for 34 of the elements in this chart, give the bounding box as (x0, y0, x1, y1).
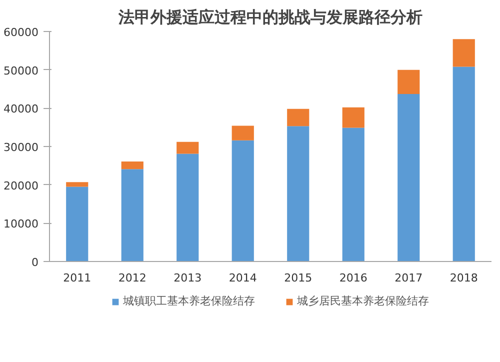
y-tick-label: 50000 (4, 64, 39, 78)
bar (452, 66, 475, 262)
x-tick-label: 2015 (284, 272, 312, 284)
x-tick-label: 2018 (450, 272, 478, 284)
bar (232, 126, 254, 140)
bar (176, 154, 199, 262)
bar (66, 182, 88, 187)
x-tick-label: 2013 (174, 272, 202, 284)
bar (287, 108, 310, 126)
y-tick-label: 0 (32, 256, 38, 269)
y-tick-label: 60000 (4, 26, 39, 39)
x-tick-label: 2012 (118, 272, 146, 284)
bar (398, 70, 420, 94)
y-tick-label: 20000 (4, 179, 39, 192)
x-tick-label: 2014 (228, 272, 257, 284)
bar (66, 186, 88, 262)
bar (232, 140, 254, 262)
x-tick-label: 2011 (63, 272, 92, 284)
legend-label: 城乡居民基本养老保险结存 (297, 294, 429, 308)
bar (342, 107, 364, 128)
bar (342, 128, 364, 262)
chart-title: 法甲外援适应过程中的挑战与发展路径分析 (118, 8, 422, 26)
y-tick-label: 10000 (4, 218, 39, 231)
y-tick-label: 30000 (4, 141, 39, 154)
bar (121, 161, 144, 170)
bar (287, 126, 310, 262)
bar (452, 39, 475, 67)
bar (398, 94, 420, 262)
bar (121, 169, 144, 262)
x-tick-label: 2017 (394, 272, 423, 284)
legend-label: 城镇职工基本养老保险结存 (123, 294, 255, 308)
bar (176, 142, 199, 154)
y-tick-label: 40000 (4, 102, 39, 116)
x-tick-label: 2016 (339, 272, 368, 284)
